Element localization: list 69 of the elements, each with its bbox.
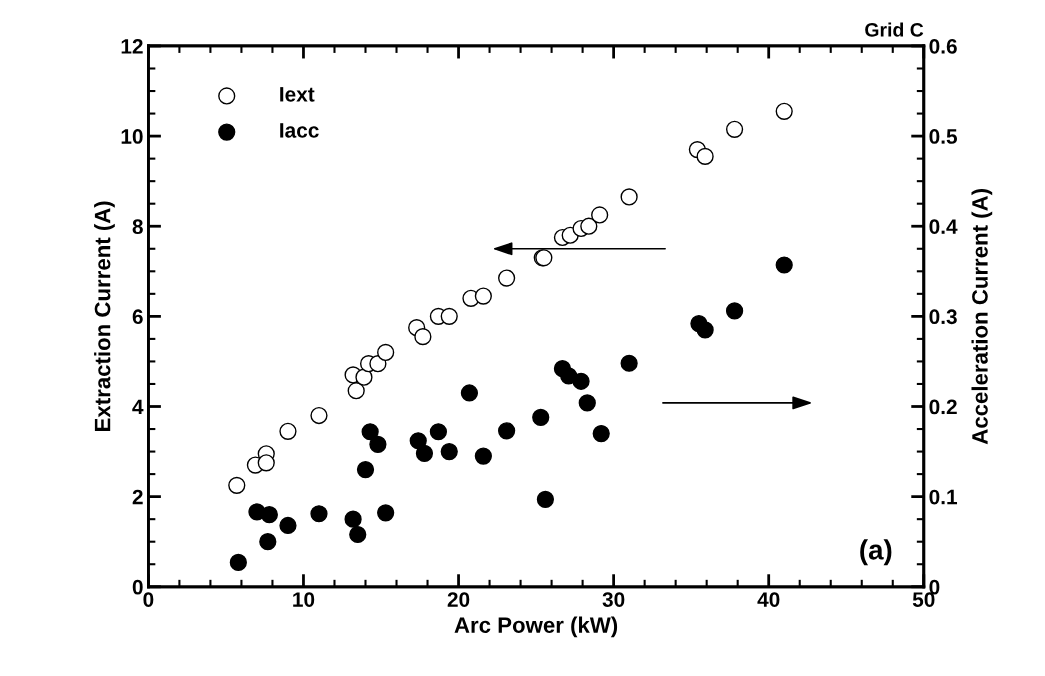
y-tick-label: 4: [132, 399, 144, 415]
point: [377, 504, 395, 522]
point: [279, 422, 297, 440]
point: [347, 382, 365, 400]
point: [775, 256, 793, 274]
annotation: (a): [860, 539, 892, 566]
point: [369, 435, 387, 453]
point: [415, 444, 434, 462]
point: [725, 302, 744, 320]
y2-axis-title: Acceleration Current (A): [971, 189, 993, 445]
y2-tick-label: 0.2: [929, 399, 957, 415]
x-tick-label: 10: [293, 592, 315, 607]
point: [498, 422, 516, 440]
y2-tick-label: 0.6: [929, 38, 957, 54]
point: [377, 343, 395, 362]
point: [572, 372, 590, 390]
point: [474, 447, 492, 465]
point: [460, 384, 479, 402]
point: [532, 408, 550, 426]
y2-tick-label: 0.1: [929, 489, 958, 505]
point: [229, 553, 247, 572]
y-axis-title: Extraction Current (A): [94, 201, 115, 431]
point: [580, 217, 598, 235]
point: [696, 321, 714, 339]
point: [349, 525, 367, 544]
x-tick-label: 0: [143, 592, 154, 607]
point: [259, 533, 277, 551]
point: [591, 206, 609, 224]
point: [355, 368, 373, 386]
y-tick-label: 12: [121, 38, 143, 54]
y-tick-label: 2: [132, 489, 143, 505]
y-tick-label: 8: [132, 219, 143, 234]
point: [592, 424, 610, 443]
point: [356, 460, 375, 479]
y2-tick-label: 0.3: [929, 309, 957, 325]
point: [775, 102, 793, 120]
y2-tick-label: 0.5: [929, 129, 958, 144]
point: [620, 354, 638, 372]
x-tick-label: 30: [602, 592, 625, 607]
point: [260, 506, 278, 524]
x-axis-title: Arc Power (kW): [454, 616, 618, 638]
point: [279, 516, 297, 535]
point: [440, 442, 458, 461]
point: [344, 510, 362, 528]
point: [725, 120, 744, 138]
point: [228, 476, 246, 494]
y-tick-label: 10: [121, 129, 143, 144]
point: [310, 505, 328, 523]
x-tick-label: 40: [757, 592, 780, 607]
point: [498, 269, 516, 287]
point: [414, 328, 432, 346]
point: [440, 307, 458, 325]
x-tick-label: 20: [447, 592, 470, 607]
legend-label: Iacc: [280, 123, 319, 138]
y-tick-label: 6: [132, 309, 143, 325]
point: [536, 490, 555, 508]
point: [409, 432, 427, 450]
point: [620, 188, 638, 206]
point: [474, 287, 492, 305]
point: [429, 423, 447, 441]
point: [257, 454, 275, 472]
y-tick-label: 0: [132, 579, 143, 595]
legend-label: Iext: [280, 87, 315, 102]
point: [361, 423, 379, 441]
point: [310, 406, 328, 425]
point: [578, 394, 596, 412]
y2-tick-label: 0.4: [929, 219, 958, 234]
text: Grid C: [865, 22, 924, 37]
point: [696, 147, 714, 165]
